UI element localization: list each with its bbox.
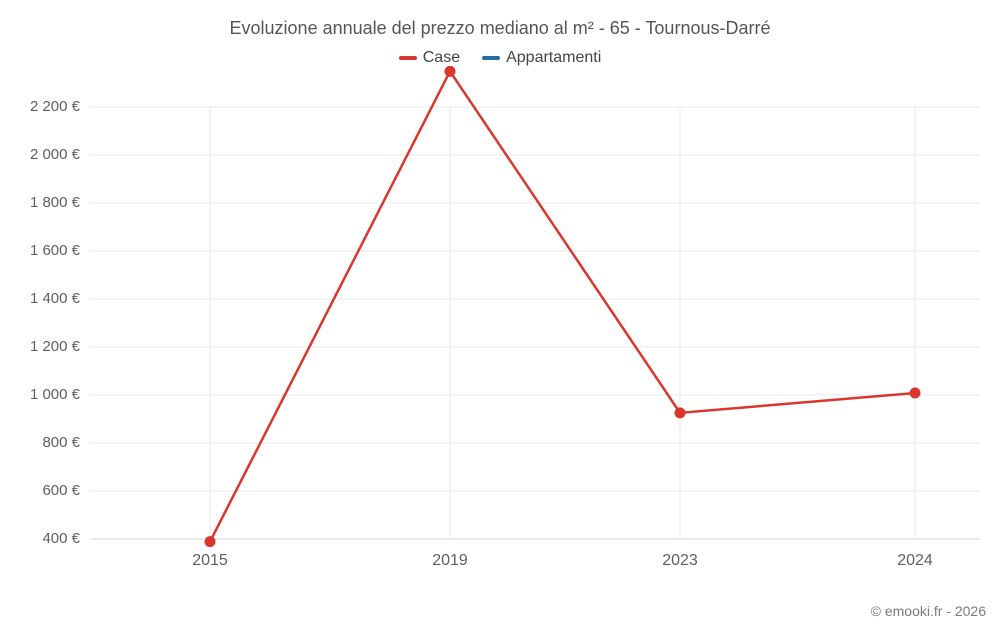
x-tick-2015: 2015 bbox=[192, 552, 228, 569]
legend-label-appartamenti: Appartamenti bbox=[506, 49, 601, 67]
case-point-2023[interactable] bbox=[675, 408, 685, 418]
chart-legend: Case Appartamenti bbox=[0, 49, 1000, 67]
x-tick-labels: 2015 2019 2023 2024 bbox=[192, 552, 933, 569]
case-point-2015[interactable] bbox=[205, 537, 215, 547]
y-tick-800: 800 € bbox=[42, 434, 80, 451]
y-tick-1600: 1 600 € bbox=[30, 242, 81, 259]
chart-svg: 2 200 € 2 000 € 1 800 € 1 600 € 1 400 € … bbox=[20, 87, 980, 557]
appartamenti-legend-swatch bbox=[482, 56, 500, 60]
x-tick-2019: 2019 bbox=[432, 552, 468, 569]
y-tick-labels: 2 200 € 2 000 € 1 800 € 1 600 € 1 400 € … bbox=[30, 98, 81, 547]
chart-title: Evoluzione annuale del prezzo mediano al… bbox=[0, 0, 1000, 39]
y-tick-2200: 2 200 € bbox=[30, 98, 81, 115]
footer-credit: © emooki.fr - 2026 bbox=[871, 603, 986, 619]
chart-root: Evoluzione annuale del prezzo mediano al… bbox=[0, 0, 1000, 625]
legend-item-case[interactable]: Case bbox=[399, 49, 460, 67]
y-tick-600: 600 € bbox=[42, 482, 80, 499]
y-tick-1400: 1 400 € bbox=[30, 290, 81, 307]
case-legend-swatch bbox=[399, 56, 417, 60]
plot-area: 2 200 € 2 000 € 1 800 € 1 600 € 1 400 € … bbox=[20, 87, 980, 557]
case-point-2019[interactable] bbox=[445, 66, 455, 76]
case-series-line[interactable] bbox=[210, 71, 915, 541]
case-point-2024[interactable] bbox=[910, 388, 920, 398]
x-tick-2023: 2023 bbox=[662, 552, 698, 569]
legend-item-appartamenti[interactable]: Appartamenti bbox=[482, 49, 601, 67]
y-tick-1800: 1 800 € bbox=[30, 194, 81, 211]
y-tick-400: 400 € bbox=[42, 530, 80, 547]
y-tick-1000: 1 000 € bbox=[30, 386, 81, 403]
y-tick-1200: 1 200 € bbox=[30, 338, 81, 355]
legend-label-case: Case bbox=[423, 49, 460, 67]
y-gridlines bbox=[90, 107, 980, 539]
x-tick-2024: 2024 bbox=[897, 552, 933, 569]
x-gridlines bbox=[210, 107, 915, 539]
y-tick-2000: 2 000 € bbox=[30, 146, 81, 163]
